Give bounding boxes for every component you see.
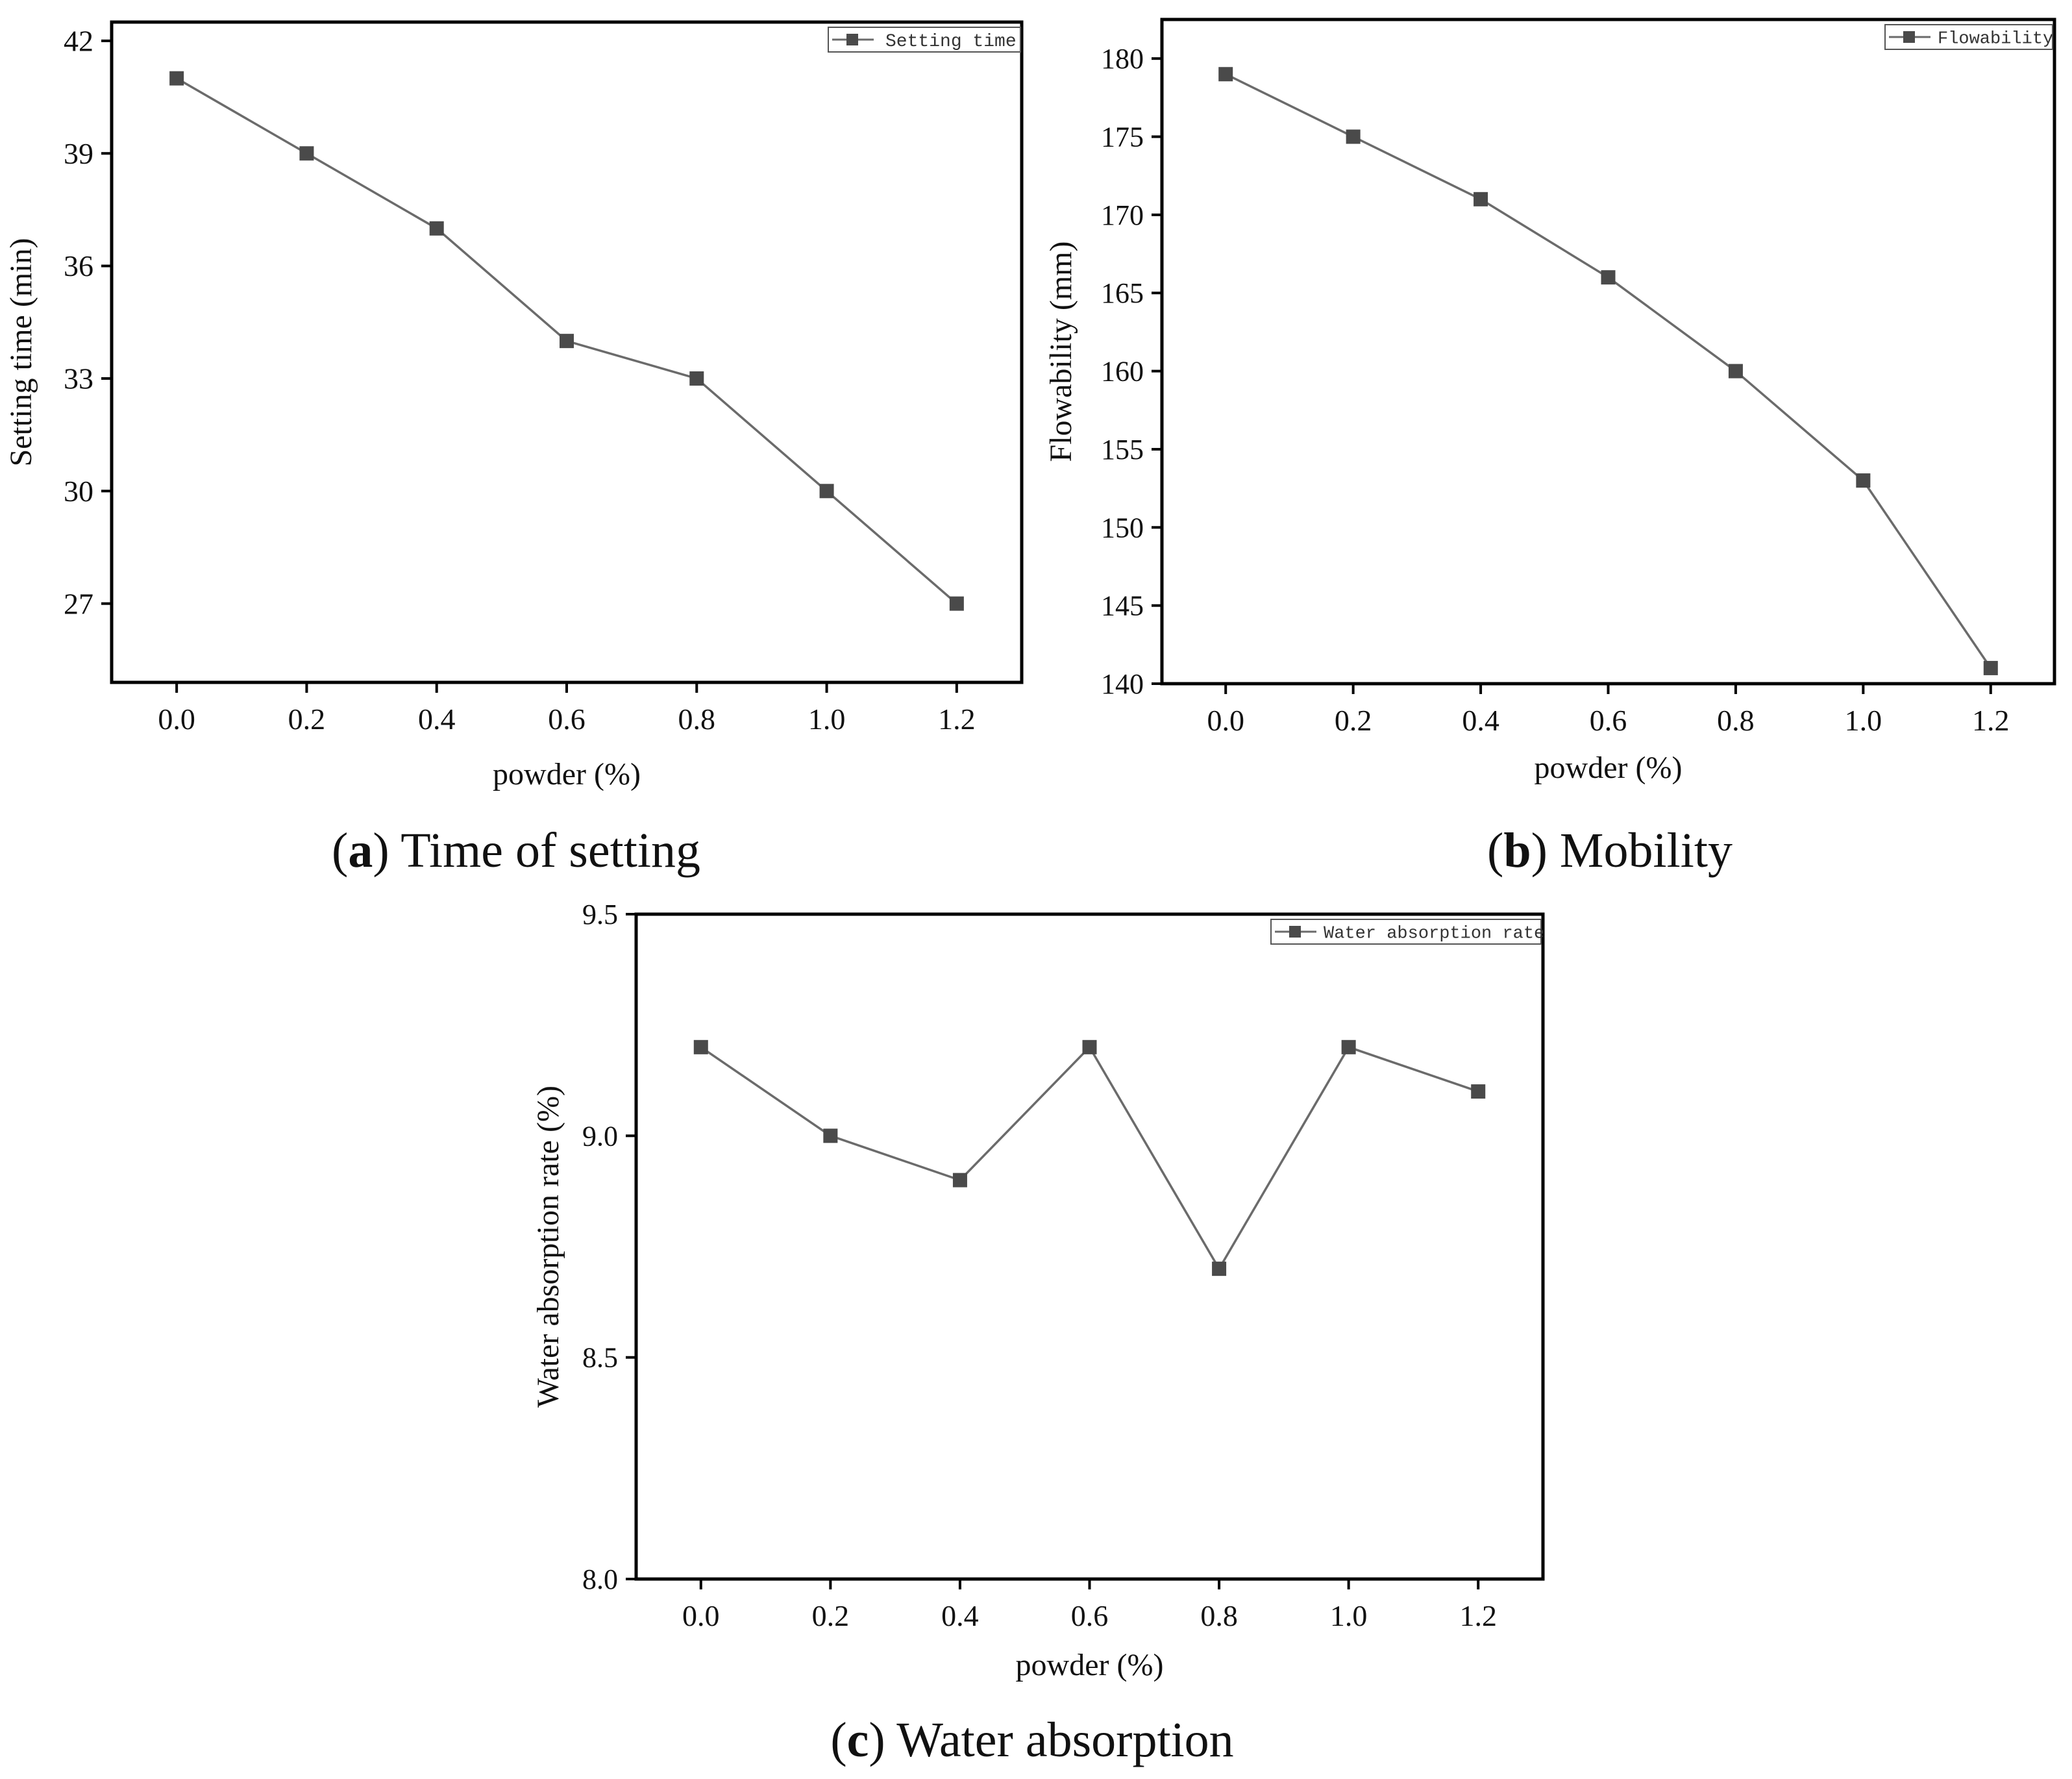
y-tick-label: 145 bbox=[1101, 590, 1144, 622]
plot-frame bbox=[1160, 18, 2056, 686]
y-tick-label: 155 bbox=[1101, 434, 1144, 466]
y-tick-label: 27 bbox=[64, 587, 93, 620]
x-axis-label: powder (%) bbox=[1016, 1648, 1164, 1682]
x-tick-label: 1.0 bbox=[808, 703, 846, 736]
y-tick-label: 9.5 bbox=[582, 899, 618, 930]
legend: Water absorption rate bbox=[1270, 919, 1544, 945]
x-tick-label: 0.6 bbox=[548, 703, 586, 736]
x-tick-label: 1.0 bbox=[1330, 1599, 1368, 1632]
y-tick-label: 140 bbox=[1101, 668, 1144, 700]
legend-label: Flowability bbox=[1938, 30, 2053, 49]
series-line bbox=[700, 1045, 1479, 1271]
plot-frame bbox=[110, 20, 1024, 684]
x-tick-label: 0.6 bbox=[1071, 1599, 1109, 1632]
data-point bbox=[823, 1128, 838, 1143]
x-tick-label: 0.4 bbox=[1462, 704, 1499, 737]
data-point bbox=[1212, 1262, 1227, 1276]
panel-caption: (b) Mobility bbox=[1487, 823, 1733, 878]
x-tick-label: 1.2 bbox=[1972, 704, 2010, 737]
y-axis-label: Flowability (mm) bbox=[1044, 242, 1078, 462]
legend-box bbox=[1884, 24, 2053, 50]
y-tick-label: 33 bbox=[64, 362, 93, 395]
y-tick-label: 180 bbox=[1101, 43, 1144, 75]
data-point bbox=[1341, 1039, 1356, 1054]
x-axis-label: powder (%) bbox=[1535, 751, 1683, 785]
x-tick-label: 1.2 bbox=[1459, 1599, 1497, 1632]
y-tick-label: 30 bbox=[64, 475, 93, 508]
data-point bbox=[1983, 660, 1998, 675]
legend-marker bbox=[1289, 926, 1301, 938]
data-point bbox=[1346, 129, 1361, 144]
x-tick-label: 0.4 bbox=[941, 1599, 979, 1632]
x-tick-label: 0.2 bbox=[1335, 704, 1372, 737]
data-point bbox=[1082, 1039, 1097, 1054]
data-point bbox=[1474, 192, 1488, 206]
y-axis-label: Water absorption rate (%) bbox=[531, 1086, 565, 1408]
legend: Flowability bbox=[1884, 24, 2053, 50]
data-point bbox=[1856, 473, 1871, 488]
y-tick-label: 36 bbox=[64, 249, 93, 282]
y-tick-label: 8.5 bbox=[582, 1342, 618, 1374]
legend-marker bbox=[1903, 31, 1915, 43]
series-line bbox=[1225, 73, 1992, 669]
legend-marker bbox=[846, 34, 858, 45]
data-point bbox=[1601, 270, 1616, 285]
data-point bbox=[169, 71, 184, 86]
y-tick-label: 170 bbox=[1101, 199, 1144, 231]
x-tick-label: 0.6 bbox=[1590, 704, 1627, 737]
chart-c: 0.0 0.2 0.4 0.6 0.8 1.0 1.2 8.0 8.5 9.0 9.5 powder … bbox=[531, 899, 1545, 1767]
y-tick-label: 175 bbox=[1101, 121, 1144, 153]
x-tick-label: 0.2 bbox=[288, 703, 326, 736]
data-point bbox=[1218, 67, 1233, 82]
legend: Setting time bbox=[828, 27, 1021, 53]
panel-caption: (a) Time of setting bbox=[332, 823, 700, 878]
x-tick-label: 0.0 bbox=[1207, 704, 1244, 737]
data-point bbox=[560, 334, 574, 349]
data-point bbox=[952, 1173, 967, 1188]
x-tick-label: 1.0 bbox=[1845, 704, 1882, 737]
x-tick-label: 0.8 bbox=[678, 703, 716, 736]
y-tick-label: 42 bbox=[64, 25, 93, 58]
chart-b: 0.0 0.2 0.4 0.6 0.8 1.0 1.2 140 145 150 155 160 165 1… bbox=[1044, 18, 2056, 878]
plot-frame bbox=[634, 912, 1545, 1581]
y-axis-label: Setting time (min) bbox=[4, 238, 38, 467]
y-tick-label: 9.0 bbox=[582, 1120, 618, 1152]
x-tick-label: 0.8 bbox=[1200, 1599, 1238, 1632]
x-tick-label: 0.4 bbox=[418, 703, 456, 736]
data-point bbox=[689, 371, 704, 386]
data-point bbox=[1471, 1084, 1486, 1099]
y-tick-label: 165 bbox=[1101, 277, 1144, 309]
data-point bbox=[949, 596, 964, 611]
y-tick-label: 39 bbox=[64, 137, 93, 170]
chart-a: 0.0 0.2 0.4 0.6 0.8 1.0 1.2 27 30 33 36 39 42 powder … bbox=[4, 20, 1024, 878]
x-tick-label: 0.2 bbox=[812, 1599, 850, 1632]
y-tick-label: 160 bbox=[1101, 356, 1144, 388]
x-tick-label: 0.8 bbox=[1717, 704, 1755, 737]
y-tick-label: 8.0 bbox=[582, 1563, 618, 1595]
y-tick-label: 150 bbox=[1101, 512, 1144, 543]
data-point bbox=[693, 1039, 708, 1054]
data-point bbox=[429, 221, 444, 236]
panel-caption: (c) Water absorption bbox=[830, 1713, 1233, 1767]
x-tick-label: 0.0 bbox=[682, 1599, 720, 1632]
data-point bbox=[819, 484, 834, 499]
x-tick-label: 0.0 bbox=[158, 703, 195, 736]
data-point bbox=[299, 146, 314, 161]
x-tick-label: 1.2 bbox=[938, 703, 976, 736]
legend-label: Water absorption rate bbox=[1324, 925, 1544, 944]
legend-label: Setting time bbox=[885, 32, 1017, 52]
x-axis-label: powder (%) bbox=[493, 757, 641, 791]
data-point bbox=[1728, 364, 1743, 379]
